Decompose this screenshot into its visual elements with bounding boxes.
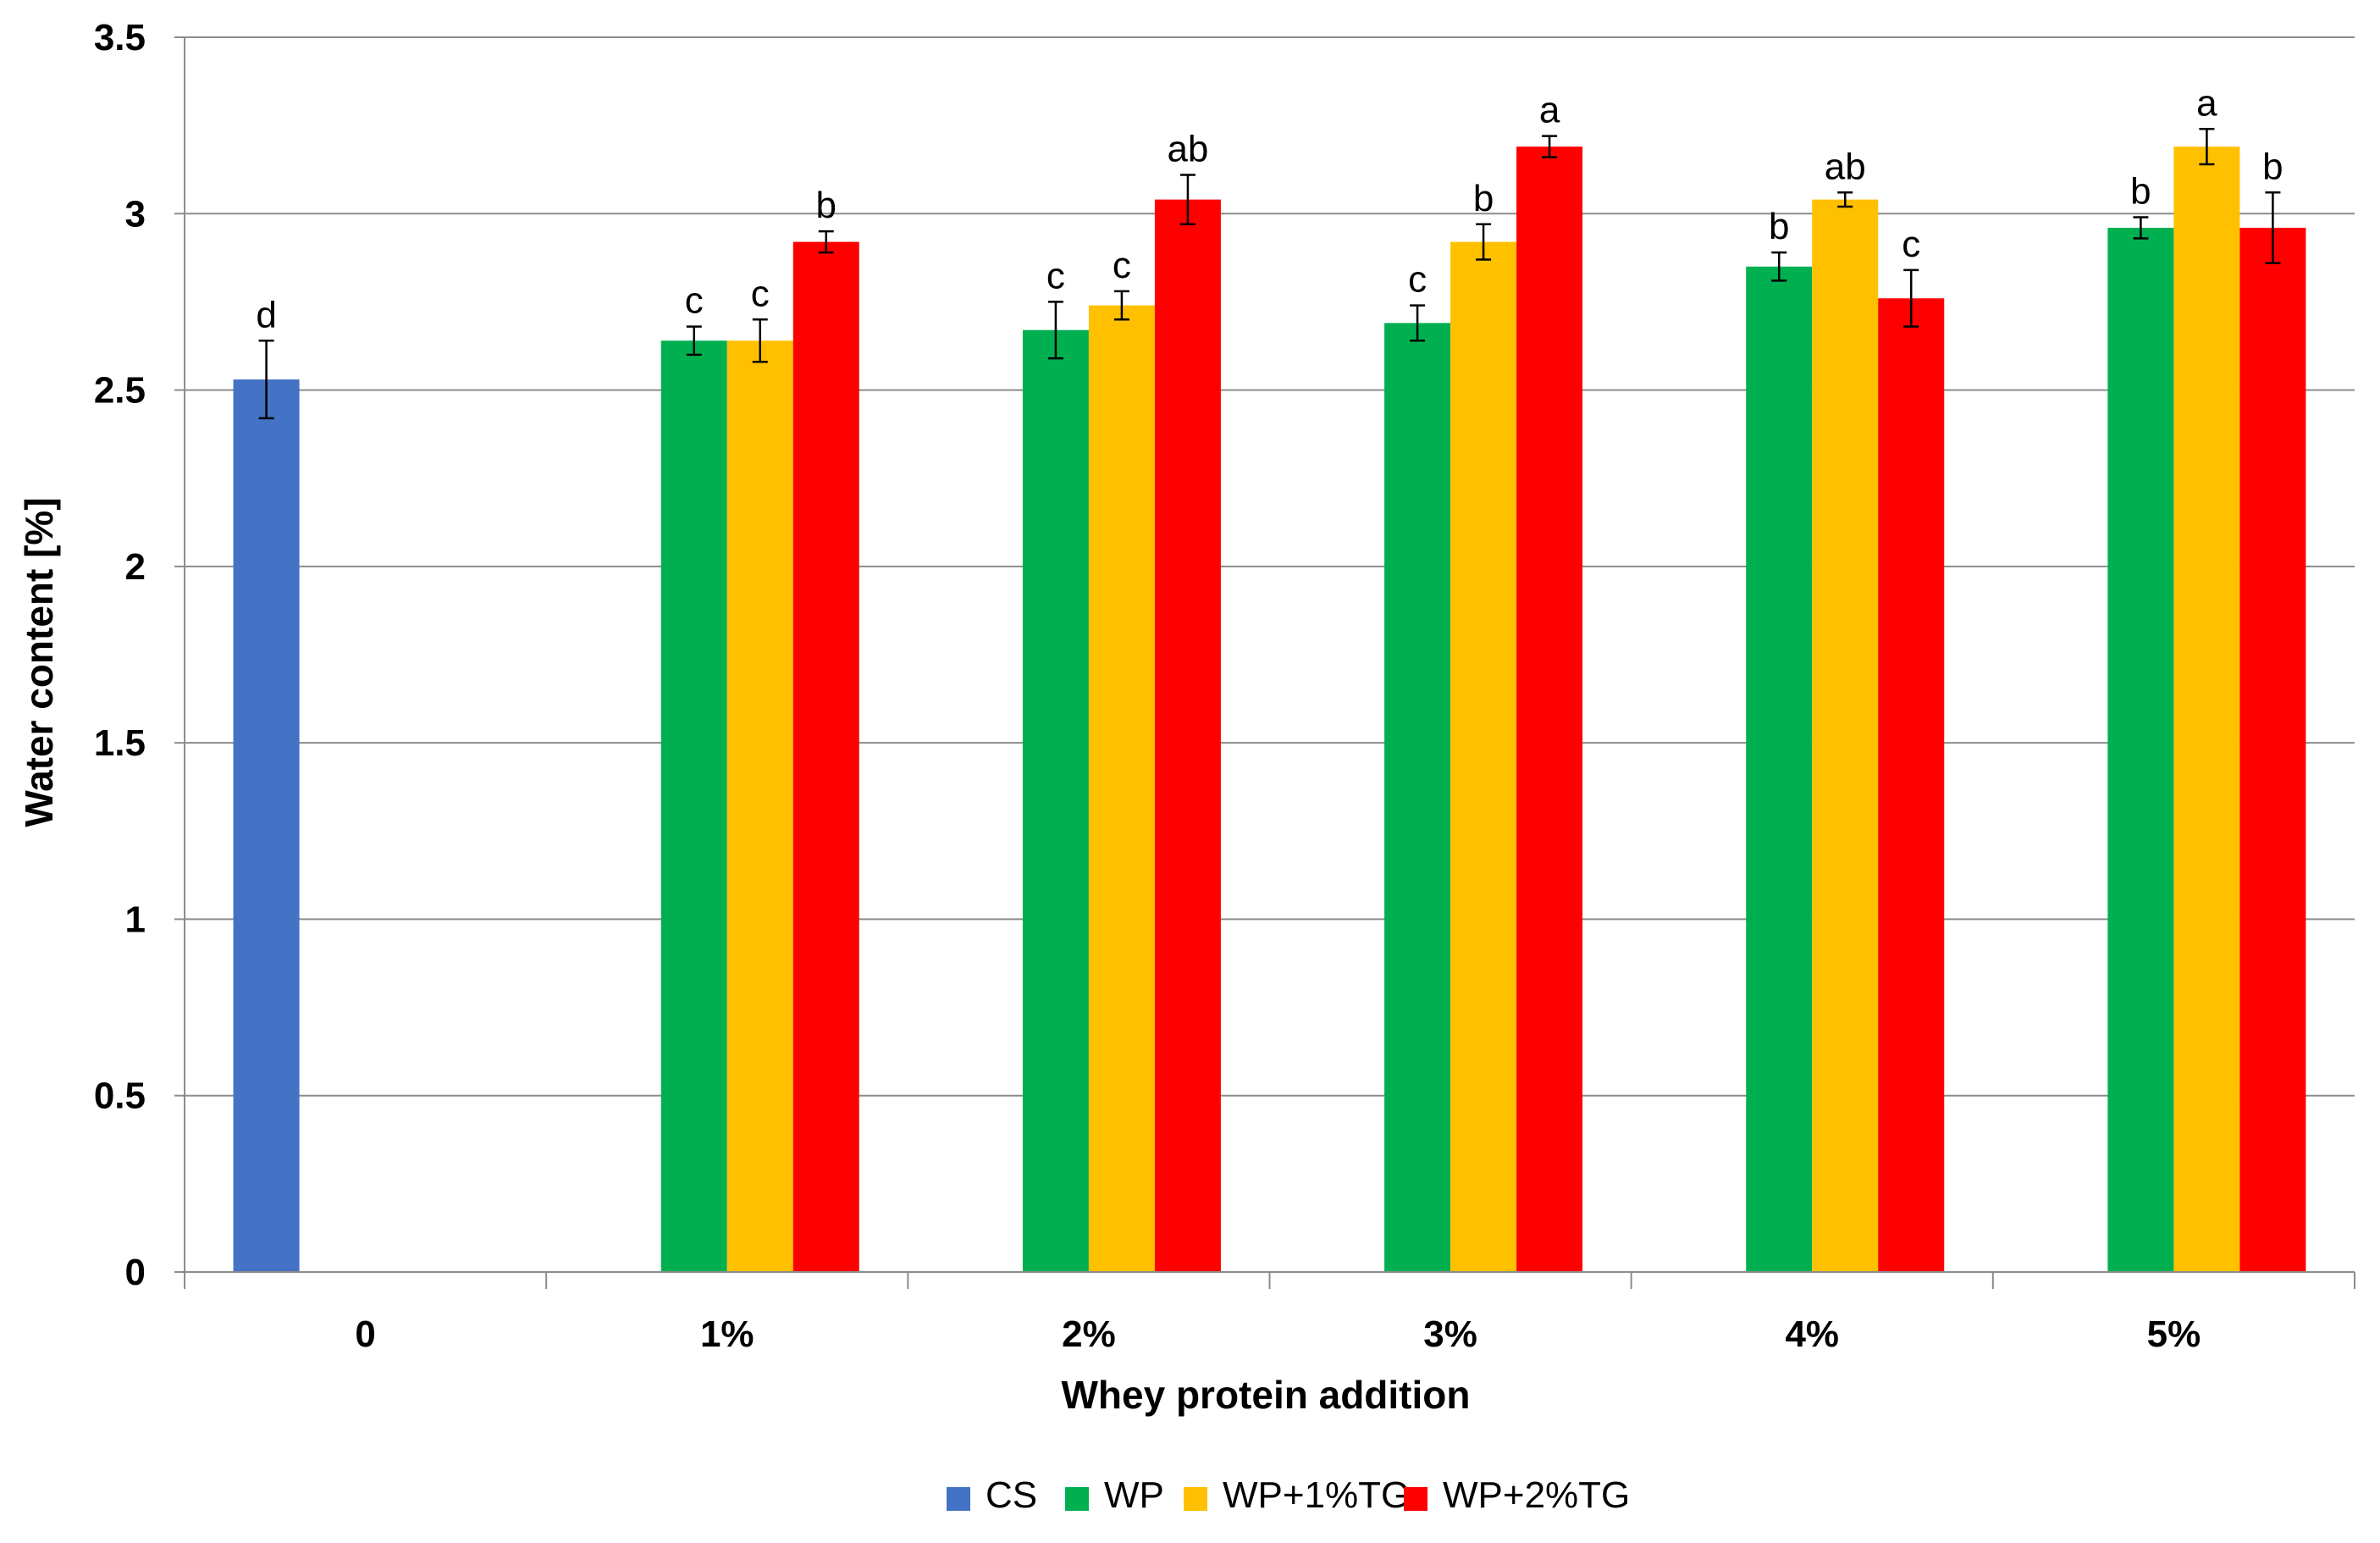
bar-wp: [660, 340, 727, 1272]
error-bars: [258, 128, 2281, 420]
y-tick-label: 3: [125, 193, 146, 235]
x-tick-label: 2%: [1062, 1313, 1116, 1355]
bar-wp-2-tg: [2239, 227, 2306, 1272]
legend-swatch: [1404, 1487, 1427, 1511]
significance-label: ab: [1825, 146, 1866, 187]
significance-label: a: [2196, 82, 2217, 124]
significance-label: b: [1769, 206, 1789, 247]
x-tick-label: 1%: [700, 1313, 754, 1355]
significance-label: d: [256, 294, 276, 335]
bar-wp: [1384, 323, 1451, 1272]
bar-wp-1-tg: [1450, 241, 1517, 1272]
x-axis-title: Whey protein addition: [1062, 1373, 1471, 1417]
significance-label: c: [1046, 255, 1065, 296]
significance-label: c: [685, 280, 704, 322]
significance-label: c: [1902, 224, 1920, 265]
significance-label: c: [751, 273, 770, 314]
y-tick-label: 2.5: [94, 370, 146, 412]
bar-wp-1-tg: [2173, 147, 2240, 1272]
bar-wp-2-tg: [1154, 199, 1221, 1273]
bar-wp-1-tg: [1088, 305, 1155, 1273]
legend-swatch: [1065, 1487, 1089, 1511]
gridlines: [185, 36, 2355, 1097]
x-tick-label: 3%: [1423, 1313, 1477, 1355]
legend-swatch: [947, 1487, 970, 1511]
x-tick-label: 4%: [1785, 1313, 1839, 1355]
x-tick-label: 0: [355, 1313, 375, 1355]
bar-wp: [1022, 329, 1089, 1272]
x-tick-label: 5%: [2147, 1313, 2201, 1355]
bar-wp-1-tg: [1812, 199, 1879, 1273]
bar-wp-2-tg: [1878, 298, 1945, 1273]
bars: [233, 147, 2306, 1273]
legend-label: WP+2%TG: [1443, 1474, 1630, 1516]
legend-item: WP+2%TG: [1404, 1474, 1630, 1516]
bar-wp: [2107, 227, 2174, 1272]
bar-wp: [1746, 266, 1813, 1272]
significance-label: b: [816, 185, 837, 226]
bar-wp-2-tg: [792, 241, 859, 1272]
legend-item: WP: [1065, 1474, 1164, 1516]
legend-swatch: [1184, 1487, 1207, 1511]
significance-label: ab: [1167, 128, 1208, 169]
legend-label: WP+1%TG: [1223, 1474, 1410, 1516]
significance-label: b: [2262, 146, 2283, 187]
significance-label: a: [1539, 90, 1560, 131]
y-tick-label: 0.5: [94, 1076, 146, 1117]
bar-cs: [233, 379, 300, 1273]
bar-wp-1-tg: [726, 340, 793, 1272]
y-tick-label: 0: [125, 1252, 146, 1293]
axes: 0 0.5 1 1.5 2 2.5 3 3.5 0 1% 2% 3% 4% 5%: [94, 17, 2355, 1355]
legend-item: CS: [947, 1474, 1037, 1516]
significance-label: c: [1408, 259, 1427, 301]
bar-wp-2-tg: [1516, 147, 1583, 1272]
legend-label: WP: [1104, 1474, 1164, 1516]
y-tick-label: 1.5: [94, 722, 146, 764]
y-tick-label: 1: [125, 899, 146, 940]
significance-label: c: [1113, 245, 1131, 286]
legend-label: CS: [986, 1474, 1037, 1516]
legend-item: WP+1%TG: [1184, 1474, 1410, 1516]
y-tick-label: 3.5: [94, 17, 146, 58]
significance-label: b: [1473, 178, 1494, 219]
legend: CS WP WP+1%TG WP+2%TG: [947, 1474, 1630, 1516]
significance-label: b: [2130, 170, 2151, 212]
y-axis-title: Water content [%]: [17, 497, 61, 827]
y-tick-label: 2: [125, 546, 146, 588]
